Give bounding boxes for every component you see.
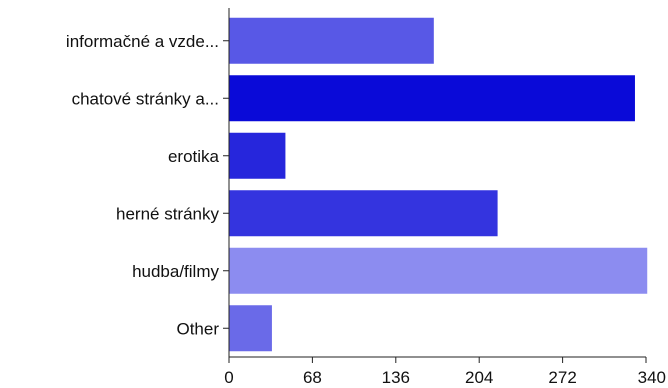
x-tick-label: 272 [548,368,576,387]
category-label: informačné a vzde... [66,32,219,51]
x-tick-label: 68 [303,368,322,387]
bar-2 [229,132,286,179]
category-label: Other [176,319,219,338]
x-tick-label: 204 [465,368,493,387]
category-label: chatové stránky a... [72,89,219,108]
bar-3 [229,190,498,237]
x-tick-label: 0 [224,368,233,387]
x-tick-label: 136 [382,368,410,387]
category-label: herné stránky [116,204,219,223]
bar-0 [229,17,434,64]
category-label: hudba/filmy [132,262,219,281]
axes-layer [223,8,647,363]
x-tick-label: 340 [638,368,666,387]
bar-4 [229,247,648,294]
bars-layer [229,17,648,352]
labels-layer: informačné a vzde... chatové stránky a...… [66,32,666,387]
bar-1 [229,75,635,122]
bar-5 [229,305,272,352]
category-label: erotika [168,147,220,166]
